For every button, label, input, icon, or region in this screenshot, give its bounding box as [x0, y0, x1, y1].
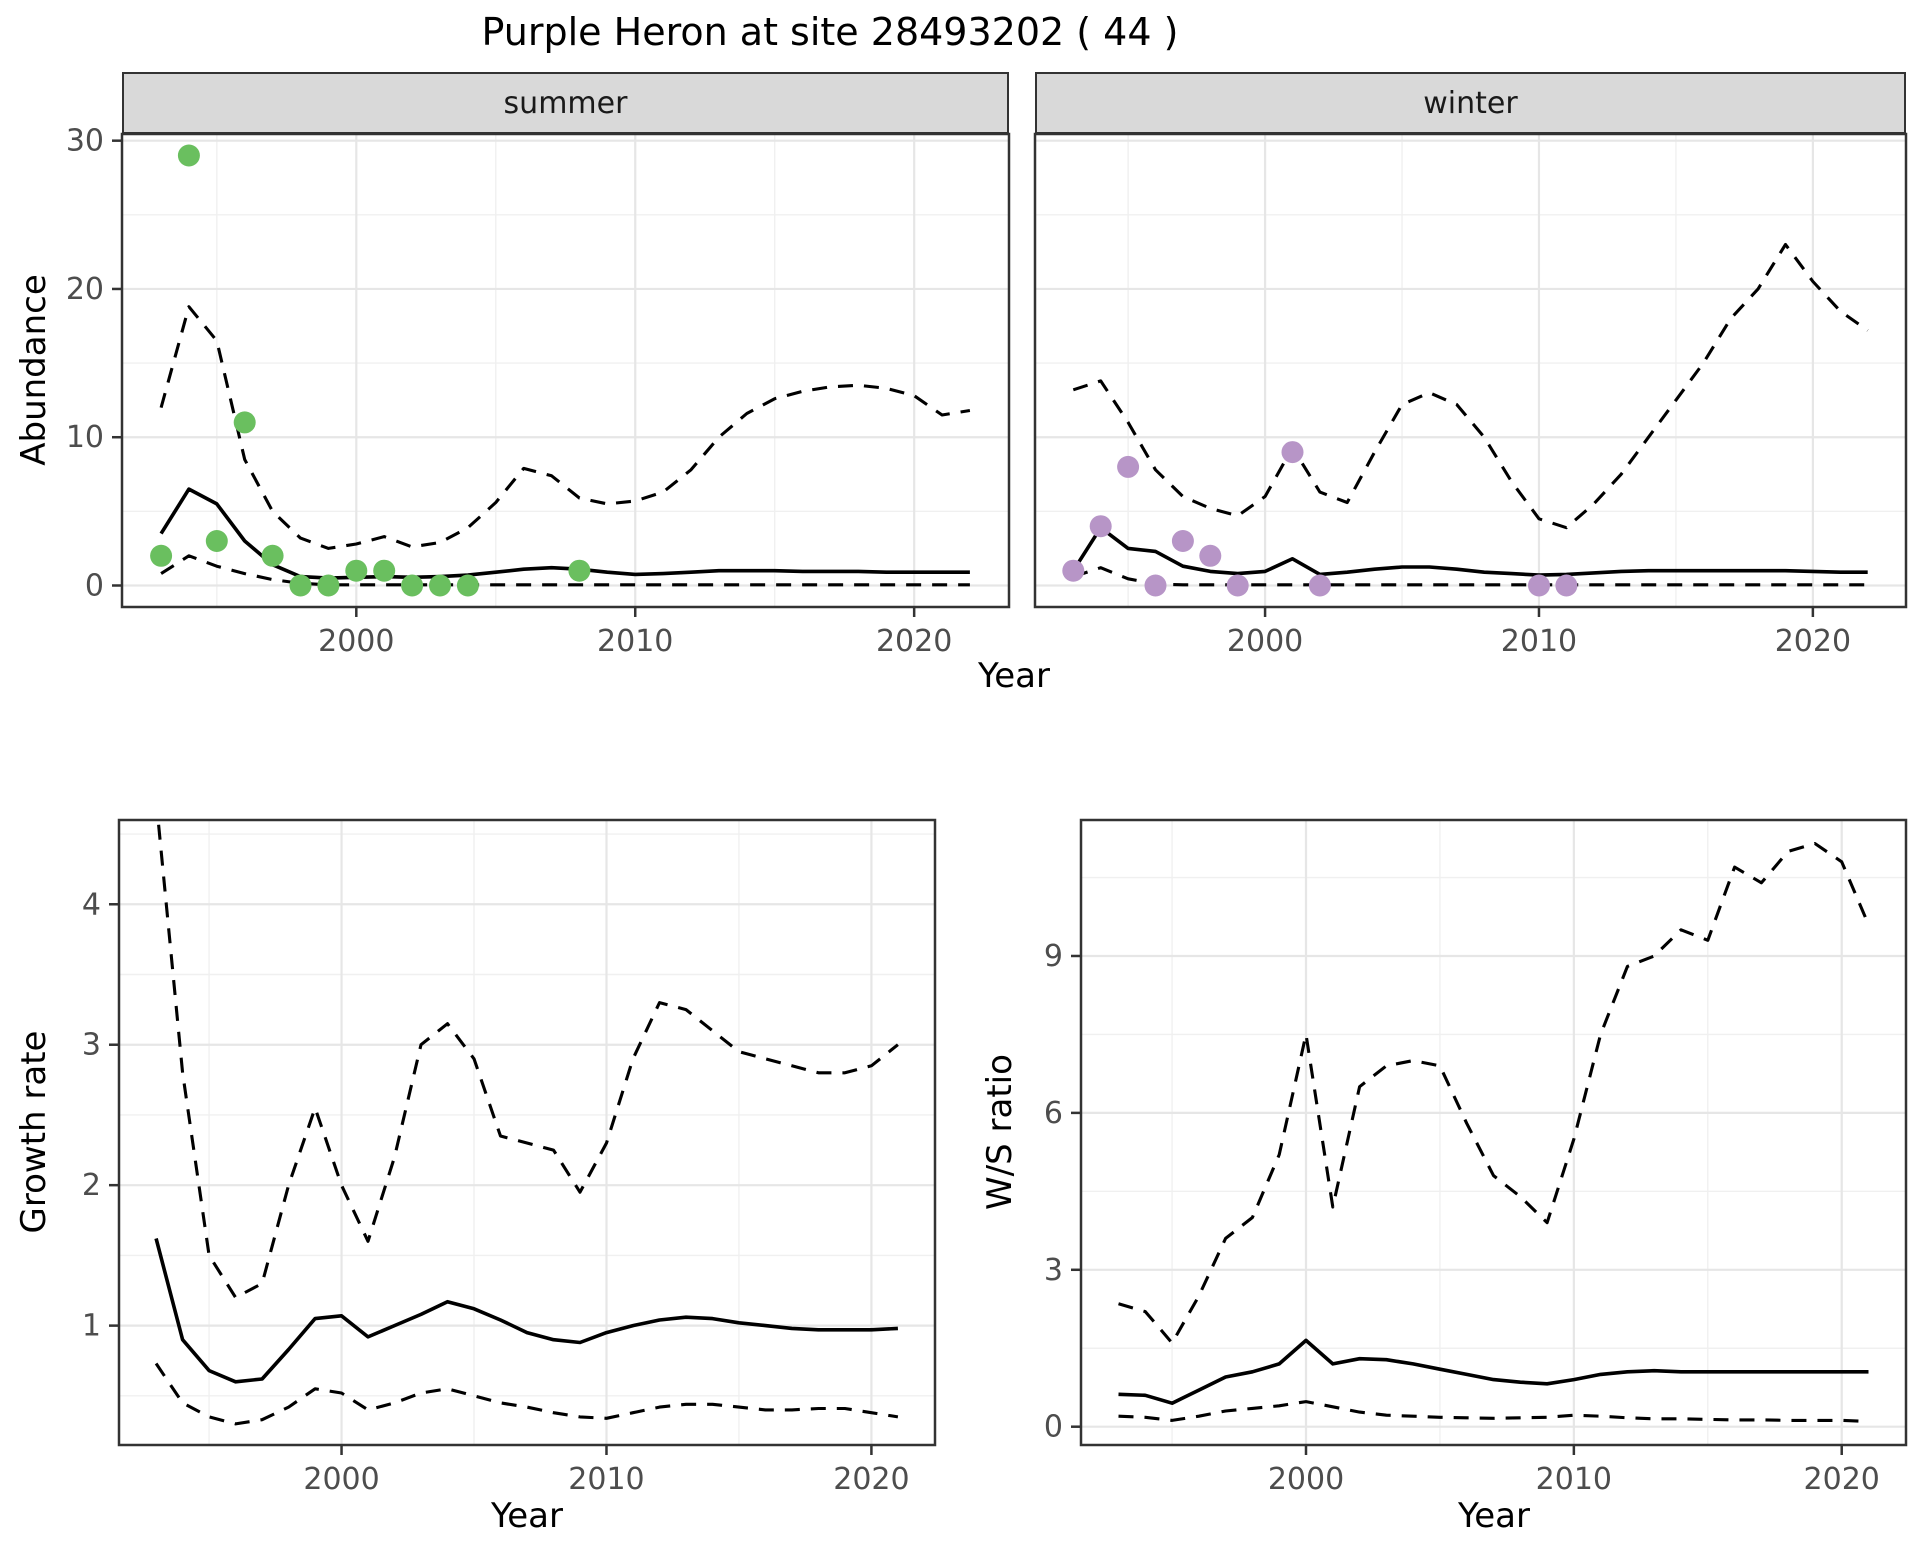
observed-point [1528, 574, 1550, 597]
observed-point [1281, 441, 1304, 464]
x-tick-label: 2020 [833, 1462, 909, 1497]
observed-point [456, 574, 479, 597]
ws-ratio-mean-line [1118, 1338, 1869, 1405]
observed-points [150, 144, 591, 597]
observed-point [289, 574, 312, 597]
x-tick-label: 2000 [303, 1462, 379, 1497]
y-tick-label: 3 [1044, 1253, 1063, 1288]
x-tick-label: 2000 [1268, 1462, 1344, 1497]
x-tick-label: 2020 [876, 624, 952, 659]
x-tick-label: 2010 [1501, 624, 1577, 659]
abundance-summer-mean-line [159, 487, 970, 580]
growth-rate-mean-line [154, 1238, 898, 1384]
panel-border [117, 818, 937, 1447]
x-tick-label: 2020 [1804, 1462, 1880, 1497]
gridlines [119, 820, 935, 1445]
observed-point [1089, 515, 1112, 538]
observed-point [261, 544, 284, 567]
x-tick-label: 2020 [1775, 624, 1851, 659]
panel-border [120, 132, 1011, 609]
observed-point [1555, 574, 1578, 597]
observed-point [1199, 544, 1222, 567]
observed-point [1062, 559, 1085, 582]
facet-strip-summer-label: summer [503, 85, 628, 121]
observed-point [429, 574, 451, 597]
ws-ratio-upper-ci-dashed [1118, 841, 1870, 1345]
panel-border [1079, 818, 1908, 1447]
observed-point [317, 574, 340, 597]
x-tick-label: 2010 [597, 624, 673, 659]
plot-title: Purple Heron at site 28493202 ( 44 ) [481, 10, 1179, 54]
y-tick-label: 6 [1044, 1096, 1063, 1131]
y-tick-label: 3 [82, 1028, 101, 1063]
observed-point [233, 411, 256, 434]
observed-point [373, 559, 396, 582]
ws-ratio-panel: 2000 2010 2020 0 3 6 9 [1044, 818, 1908, 1497]
growth-rate-upper-ci-dashed [156, 820, 899, 1300]
observed-point [150, 544, 173, 567]
observed-point [205, 530, 228, 552]
y-tick-label: 0 [1044, 1410, 1063, 1445]
axes: 2000 2010 2020 [1227, 607, 1851, 659]
observed-point [1226, 574, 1249, 597]
panel-background [1081, 820, 1906, 1445]
y-tick-label: 0 [85, 569, 104, 604]
y-tick-label: 2 [82, 1168, 101, 1203]
ws-ratio-lower-ci-dashed [1118, 1400, 1869, 1424]
abundance-winter-panel: 2000 2010 2020 [1033, 132, 1908, 659]
abundance-winter-mean-line [1071, 525, 1868, 577]
y-tick-label: 30 [66, 124, 104, 159]
panel-background [119, 820, 935, 1445]
x-axis-title-year-growth: Year [491, 1496, 563, 1536]
x-tick-label: 2000 [318, 624, 394, 659]
x-tick-label: 2000 [1227, 624, 1303, 659]
axes: 2000 2010 2020 0 3 6 9 [1044, 939, 1880, 1497]
x-axis-title-year-ws: Year [1458, 1496, 1530, 1536]
y-tick-label: 20 [66, 272, 104, 307]
x-tick-label: 2010 [568, 1462, 644, 1497]
y-tick-label: 9 [1044, 939, 1063, 974]
axes: 2000 2010 2020 0 10 20 30 [66, 124, 953, 659]
observed-point [1308, 574, 1331, 597]
x-tick-label: 2010 [1536, 1462, 1612, 1497]
y-tick-label: 10 [66, 420, 104, 455]
gridlines [1081, 820, 1906, 1445]
observed-point [1144, 574, 1167, 597]
observed-point [568, 559, 591, 582]
abundance-summer-panel: 2000 2010 2020 0 10 20 30 [66, 124, 1011, 659]
growth-rate-panel: 2000 2010 2020 1 2 3 4 [82, 818, 937, 1497]
observed-points [1062, 441, 1578, 597]
facet-strip-winter: winter [1035, 72, 1906, 134]
series-lines [1118, 841, 1870, 1424]
observed-point [401, 574, 424, 597]
series-lines [154, 820, 899, 1426]
abundance-winter-upper-ci-dashed [1072, 242, 1869, 530]
observed-point [345, 559, 368, 582]
facet-strip-summer: summer [122, 72, 1009, 134]
facet-strip-winter-label: winter [1423, 85, 1518, 121]
abundance-winter-lower-ci-dashed [1072, 566, 1868, 587]
y-tick-label: 4 [82, 887, 101, 922]
series-lines [1071, 242, 1869, 587]
observed-point [1171, 530, 1194, 552]
panel-border [1033, 132, 1908, 609]
axes: 2000 2010 2020 1 2 3 4 [82, 887, 910, 1497]
y-tick-label: 1 [82, 1309, 101, 1344]
observed-point [1117, 455, 1140, 478]
panel-background [122, 134, 1009, 607]
observed-point [177, 144, 200, 167]
panel-background [1035, 134, 1906, 607]
x-axis-title-year-top: Year [978, 656, 1050, 696]
